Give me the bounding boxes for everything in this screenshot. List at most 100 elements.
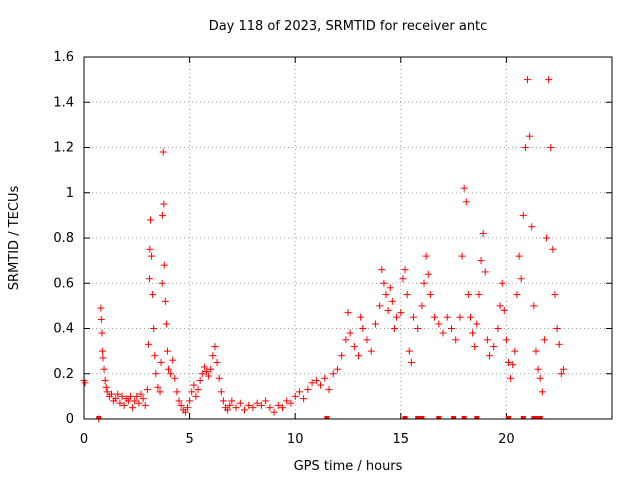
x-tick-label: 0 bbox=[80, 432, 88, 447]
data-point bbox=[131, 397, 139, 405]
data-point bbox=[547, 144, 555, 151]
data-point bbox=[462, 198, 470, 206]
data-point bbox=[97, 315, 105, 323]
data-point bbox=[150, 325, 158, 332]
data-point bbox=[159, 211, 167, 219]
data-point bbox=[114, 390, 122, 398]
data-point bbox=[158, 279, 166, 287]
data-point bbox=[196, 377, 204, 385]
data-point bbox=[160, 200, 168, 208]
data-point bbox=[344, 309, 352, 317]
data-point bbox=[124, 397, 132, 405]
data-point bbox=[112, 395, 120, 403]
data-point bbox=[534, 365, 542, 373]
data-point bbox=[101, 377, 109, 385]
data-point bbox=[159, 148, 167, 156]
data-point bbox=[426, 291, 434, 299]
data-point bbox=[388, 297, 396, 305]
data-point bbox=[143, 386, 151, 394]
data-point bbox=[200, 363, 208, 371]
zero-value-point bbox=[419, 416, 425, 419]
data-point bbox=[371, 320, 379, 328]
data-point bbox=[177, 401, 185, 409]
data-point bbox=[274, 401, 282, 409]
data-point bbox=[431, 313, 439, 321]
data-point bbox=[98, 329, 106, 337]
data-point bbox=[532, 347, 540, 355]
data-point bbox=[249, 404, 257, 412]
data-point bbox=[390, 325, 398, 332]
data-point bbox=[135, 399, 143, 407]
data-point bbox=[507, 374, 515, 382]
data-point bbox=[355, 352, 363, 360]
data-point bbox=[149, 291, 157, 299]
data-point bbox=[538, 388, 546, 396]
y-tick-label: 1 bbox=[66, 186, 74, 201]
zero-value-point bbox=[533, 416, 539, 419]
data-point bbox=[420, 279, 428, 287]
data-point bbox=[524, 76, 532, 84]
data-point bbox=[424, 270, 432, 278]
data-point bbox=[338, 352, 346, 360]
data-point bbox=[521, 144, 529, 151]
data-point bbox=[526, 132, 534, 140]
data-point bbox=[464, 291, 472, 299]
data-point bbox=[169, 356, 177, 364]
chart-title: Day 118 of 2023, SRMTID for receiver ant… bbox=[209, 19, 488, 34]
y-tick-label: 0.2 bbox=[53, 367, 74, 382]
x-tick-label: 20 bbox=[498, 432, 515, 447]
data-point bbox=[215, 374, 223, 382]
data-point bbox=[397, 309, 405, 317]
data-point bbox=[126, 392, 134, 400]
data-point bbox=[551, 291, 559, 299]
y-tick-label: 1.4 bbox=[53, 95, 74, 110]
data-point bbox=[513, 291, 521, 299]
data-point bbox=[224, 406, 232, 414]
data-point bbox=[97, 304, 105, 312]
data-point bbox=[183, 404, 191, 412]
zero-value-point bbox=[506, 416, 512, 419]
data-point bbox=[557, 370, 565, 378]
data-point bbox=[257, 401, 265, 409]
data-point bbox=[171, 374, 179, 382]
zero-value-point bbox=[537, 416, 543, 419]
data-point bbox=[486, 352, 494, 360]
data-point bbox=[266, 404, 274, 412]
data-point bbox=[156, 388, 164, 396]
zero-value-point bbox=[474, 416, 480, 419]
zero-value-point bbox=[436, 416, 442, 419]
data-point bbox=[481, 268, 489, 276]
y-tick-label: 0.8 bbox=[53, 231, 74, 246]
x-axis-label: GPS time / hours bbox=[294, 459, 403, 474]
data-point bbox=[456, 313, 464, 321]
data-point bbox=[167, 370, 175, 378]
zero-value-point bbox=[520, 416, 526, 419]
data-point bbox=[157, 358, 165, 366]
y-tick-label: 0 bbox=[66, 412, 74, 427]
data-point bbox=[245, 401, 253, 409]
data-point bbox=[498, 279, 506, 287]
data-point bbox=[202, 367, 210, 375]
data-point bbox=[359, 325, 367, 332]
data-point bbox=[107, 390, 115, 398]
data-point bbox=[505, 358, 513, 366]
y-tick-label: 0.6 bbox=[53, 276, 74, 291]
data-point bbox=[321, 374, 329, 382]
data-point bbox=[146, 245, 154, 253]
data-point bbox=[466, 313, 474, 321]
data-point bbox=[147, 216, 155, 224]
data-point bbox=[403, 291, 411, 299]
x-tick-label: 10 bbox=[287, 432, 304, 447]
data-point bbox=[236, 399, 244, 407]
data-point bbox=[133, 392, 141, 400]
data-point bbox=[295, 388, 303, 396]
data-point bbox=[151, 352, 159, 360]
data-point bbox=[148, 252, 156, 260]
zero-value-point bbox=[415, 416, 421, 419]
data-point bbox=[517, 275, 525, 283]
data-point bbox=[357, 313, 365, 321]
data-point bbox=[380, 279, 388, 287]
data-point bbox=[186, 397, 194, 405]
data-point bbox=[407, 358, 415, 366]
